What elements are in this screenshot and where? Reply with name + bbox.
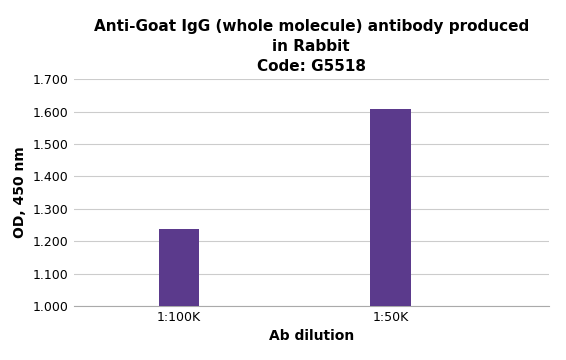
- Bar: [159, 229, 199, 360]
- Y-axis label: OD, 450 nm: OD, 450 nm: [13, 147, 27, 238]
- Title: Anti-Goat IgG (whole molecule) antibody produced
in Rabbit
Code: G5518: Anti-Goat IgG (whole molecule) antibody …: [94, 19, 529, 74]
- Bar: [371, 109, 410, 360]
- X-axis label: Ab dilution: Ab dilution: [269, 329, 354, 343]
